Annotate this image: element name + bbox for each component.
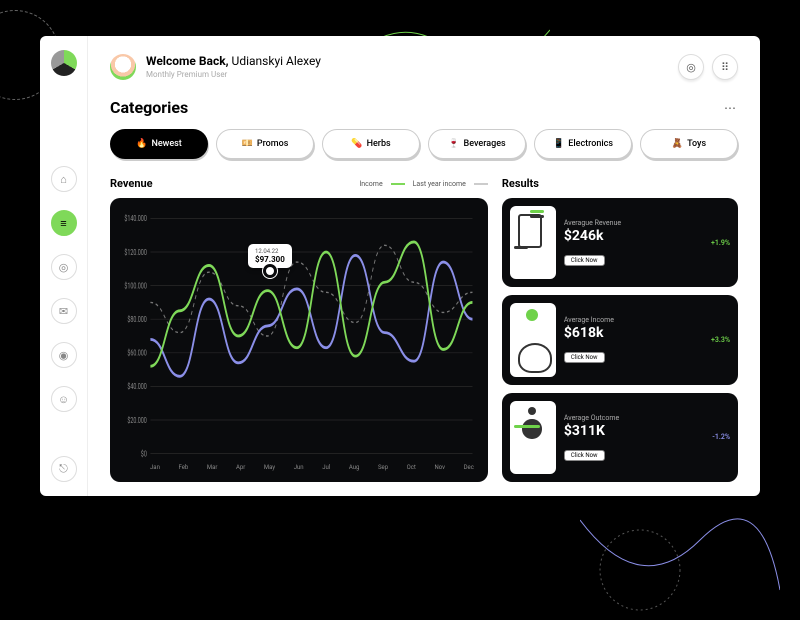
- main-panel: Welcome Back, Udianskyi Alexey Monthly P…: [88, 36, 760, 496]
- welcome-text: Welcome Back, Udianskyi Alexey: [146, 54, 321, 68]
- card-illustration: [510, 206, 556, 279]
- card-label: Average Income: [564, 316, 703, 324]
- nav-messages[interactable]: ✉: [51, 298, 77, 324]
- nav-list: ⌂ ≡ ◎ ✉ ◉ ☺: [51, 166, 77, 456]
- revenue-chart: $140.000 $120.000 $100.000 $80.000 $60.000 $4…: [110, 198, 488, 482]
- nav-home[interactable]: ⌂: [51, 166, 77, 192]
- category-label: Herbs: [367, 139, 391, 149]
- categories-more[interactable]: ⋯: [724, 101, 738, 115]
- result-cards: Averague Revenue$246kClick Now+1.9%Avera…: [502, 198, 738, 482]
- xaxis-label: Dec: [464, 464, 474, 471]
- revenue-title: Revenue: [110, 177, 153, 190]
- categories-title: Categories: [110, 98, 188, 117]
- category-icon: 💴: [242, 139, 253, 149]
- xaxis-label: Mar: [207, 464, 218, 471]
- svg-text:$0: $0: [141, 448, 147, 459]
- nav-logout[interactable]: ⎋: [51, 456, 77, 482]
- category-label: Toys: [687, 139, 706, 149]
- legend-income-label: Income: [359, 180, 382, 188]
- category-newest[interactable]: 🔥 Newest: [110, 129, 208, 159]
- nav-security[interactable]: ◉: [51, 342, 77, 368]
- tooltip-value: $97.300: [255, 255, 285, 264]
- user-name: Udianskyi Alexey: [232, 54, 321, 68]
- card-value: $246k: [564, 228, 703, 244]
- category-label: Beverages: [464, 139, 506, 149]
- card-value: $618k: [564, 325, 703, 341]
- category-label: Electronics: [568, 139, 613, 149]
- category-label: Newest: [151, 139, 181, 149]
- chart-legend: Income Last year income: [359, 180, 487, 188]
- category-promos[interactable]: 💴 Promos: [216, 129, 314, 159]
- result-card-0: Averague Revenue$246k Click Now +1.9%: [502, 198, 738, 287]
- result-card-2: Average Outcome$311K Click Now -1.2%: [502, 393, 738, 482]
- xaxis-label: Sep: [378, 464, 388, 471]
- card-delta: -1.2%: [712, 433, 730, 441]
- xaxis-label: Jan: [150, 464, 160, 471]
- card-delta: +3.3%: [711, 336, 730, 344]
- card-label: Average Outcome: [564, 414, 704, 422]
- xaxis-label: Feb: [178, 464, 188, 471]
- header: Welcome Back, Udianskyi Alexey Monthly P…: [110, 54, 738, 80]
- app-window: ⌂ ≡ ◎ ✉ ◉ ☺ ⎋ Welcome Back, Udianskyi Al…: [40, 36, 760, 496]
- category-icon: 🍷: [448, 139, 459, 149]
- card-value: $311K: [564, 423, 704, 439]
- svg-text:$100.000: $100.000: [124, 280, 147, 291]
- xaxis-label: May: [264, 464, 275, 471]
- nav-profile[interactable]: ☺: [51, 386, 77, 412]
- category-label: Promos: [257, 139, 289, 149]
- category-icon: 🔥: [136, 139, 147, 149]
- welcome-prefix: Welcome Back,: [146, 54, 229, 68]
- tooltip-date: 12.04.22: [255, 248, 285, 255]
- results-title: Results: [502, 177, 738, 190]
- app-logo: [51, 50, 77, 76]
- apps-icon[interactable]: ⠿: [712, 54, 738, 80]
- nav-analytics[interactable]: ≡: [51, 210, 77, 236]
- category-herbs[interactable]: 💊 Herbs: [322, 129, 420, 159]
- svg-text:$20.000: $20.000: [127, 414, 147, 425]
- xaxis-label: Oct: [407, 464, 416, 471]
- category-toys[interactable]: 🧸 Toys: [640, 129, 738, 159]
- legend-lastyear-label: Last year income: [413, 180, 466, 188]
- chart-tooltip: 12.04.22 $97.300: [248, 244, 292, 268]
- xaxis-label: Nov: [434, 464, 445, 471]
- legend-income-swatch: [391, 183, 405, 185]
- xaxis-label: Aug: [349, 464, 360, 471]
- card-button[interactable]: Click Now: [564, 352, 605, 363]
- category-electronics[interactable]: 📱 Electronics: [534, 129, 632, 159]
- category-tabs: 🔥 Newest 💴 Promos 💊 Herbs 🍷 Beverages 📱 Electroni…: [110, 129, 738, 159]
- legend-lastyear-swatch: [474, 183, 488, 185]
- card-button[interactable]: Click Now: [564, 255, 605, 266]
- target-icon[interactable]: ◎: [678, 54, 704, 80]
- card-delta: +1.9%: [711, 239, 730, 247]
- category-icon: 💊: [351, 139, 362, 149]
- result-card-1: Average Income$618k Click Now +3.3%: [502, 295, 738, 384]
- xaxis-label: Apr: [236, 464, 245, 471]
- sidebar: ⌂ ≡ ◎ ✉ ◉ ☺ ⎋: [40, 36, 88, 496]
- svg-text:$80.000: $80.000: [127, 314, 147, 325]
- category-icon: 🧸: [672, 139, 683, 149]
- avatar[interactable]: [110, 54, 136, 80]
- card-button[interactable]: Click Now: [564, 450, 605, 461]
- category-beverages[interactable]: 🍷 Beverages: [428, 129, 526, 159]
- xaxis-label: Jul: [322, 464, 330, 471]
- category-icon: 📱: [553, 139, 564, 149]
- card-illustration: [510, 303, 556, 376]
- card-illustration: [510, 401, 556, 474]
- svg-text:$60.000: $60.000: [127, 347, 147, 358]
- user-subtitle: Monthly Premium User: [146, 70, 321, 79]
- card-label: Averague Revenue: [564, 219, 703, 227]
- xaxis-label: Jun: [294, 464, 304, 471]
- svg-text:$40.000: $40.000: [127, 381, 147, 392]
- svg-text:$120.000: $120.000: [124, 246, 147, 257]
- svg-text:$140.000: $140.000: [124, 213, 147, 224]
- nav-orders[interactable]: ◎: [51, 254, 77, 280]
